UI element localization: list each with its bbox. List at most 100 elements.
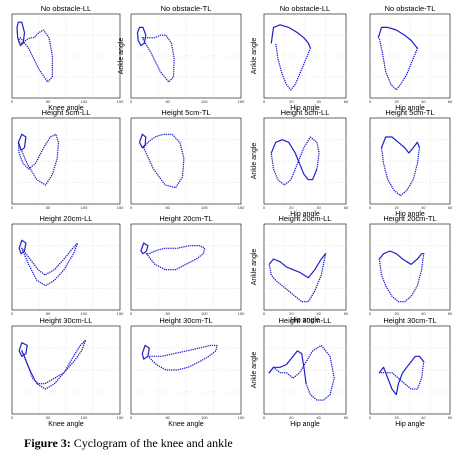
- x-axis-label: Hip angle: [290, 105, 320, 112]
- x-axis-label: Hip angle: [290, 317, 320, 324]
- x-tick-label: 0: [130, 205, 133, 210]
- cyclogram-trace-dotted: [142, 133, 185, 189]
- panel-title: Height 20cm-TL: [383, 214, 436, 223]
- x-tick-label: 60: [344, 311, 349, 316]
- x-tick-label: 0: [263, 205, 266, 210]
- x-tick-label: 20: [394, 99, 399, 104]
- x-tick-label: 40: [316, 415, 321, 420]
- x-tick-label: 50: [165, 415, 170, 420]
- panel-title: Height 30cm-LL: [279, 316, 332, 325]
- y-axis-label: Ankle angle: [251, 249, 258, 286]
- x-tick-label: 50: [46, 311, 51, 316]
- x-tick-label: 150: [238, 205, 245, 210]
- cyclogram-trace-dotted: [268, 344, 335, 401]
- cyclogram-trace-dotted: [268, 252, 327, 303]
- cyclogram-panel: Height 5cm-TL 0 50 100 150: [130, 108, 245, 210]
- cyclogram-trace-dotted: [21, 339, 87, 390]
- plot-frame: [369, 223, 451, 311]
- x-tick-label: 150: [117, 99, 124, 104]
- figure-caption: Figure 3: Cyclogram of the knee and ankl…: [24, 436, 233, 451]
- x-tick-label: 60: [448, 415, 453, 420]
- x-tick-label: 0: [11, 205, 14, 210]
- x-tick-label: 60: [448, 99, 453, 104]
- x-tick-label: 40: [421, 311, 426, 316]
- cyclogram-panel: No obstacle-LL Knee angle 0 50 100 150: [11, 4, 124, 112]
- cyclogram-trace-dotted: [380, 146, 421, 197]
- panel-title: No obstacle-LL: [41, 4, 91, 13]
- x-tick-label: 50: [46, 415, 51, 420]
- cyclogram-trace-dotted: [378, 361, 425, 390]
- x-tick-label: 100: [81, 205, 88, 210]
- cyclogram-trace-dotted: [147, 344, 218, 371]
- x-tick-label: 50: [165, 311, 170, 316]
- panel-title: Height 20cm-TL: [159, 214, 212, 223]
- y-axis-label: Ankle angle: [251, 38, 258, 75]
- x-tick-label: 20: [289, 205, 294, 210]
- caption-label: Figure 3:: [24, 436, 71, 450]
- cyclogram-trace-dotted: [270, 136, 320, 186]
- x-tick-label: 150: [238, 99, 245, 104]
- x-tick-label: 50: [46, 205, 51, 210]
- x-tick-label: 0: [369, 205, 372, 210]
- x-tick-label: 40: [421, 99, 426, 104]
- cyclogram-panel: Height 5cm-LL 0 50 100 150: [11, 108, 124, 210]
- panel-title: Height 30cm-TL: [159, 316, 212, 325]
- x-tick-label: 100: [201, 415, 208, 420]
- panel-title: No obstacle-TL: [385, 4, 436, 13]
- x-tick-label: 150: [238, 311, 245, 316]
- x-tick-label: 0: [263, 99, 266, 104]
- x-tick-label: 100: [81, 311, 88, 316]
- x-tick-label: 60: [448, 311, 453, 316]
- cyclogram-trace-solid: [270, 24, 311, 49]
- x-tick-label: 0: [11, 99, 14, 104]
- x-tick-label: 20: [289, 415, 294, 420]
- x-tick-label: 100: [81, 415, 88, 420]
- x-axis-label: Knee angle: [48, 105, 84, 112]
- x-axis-label: Knee angle: [168, 421, 204, 428]
- cyclogram-trace-solid: [380, 136, 421, 154]
- cyclogram-panel: No obstacle-TL Ankle angle 0 50 100 150: [118, 4, 245, 104]
- x-tick-label: 40: [316, 205, 321, 210]
- cyclogram-trace-solid: [136, 26, 147, 47]
- cyclogram-trace-dotted: [17, 29, 54, 83]
- x-axis-label: Knee angle: [48, 421, 84, 428]
- cyclogram-panel: Height 30cm-TL Knee angle 0 50 100 150: [130, 316, 245, 428]
- x-axis-label: Hip angle: [395, 211, 425, 218]
- panel-title: Height 20cm-LL: [40, 214, 93, 223]
- x-tick-label: 40: [316, 99, 321, 104]
- y-axis-label: Ankle angle: [251, 352, 258, 389]
- y-axis-label: Ankle angle: [118, 38, 125, 75]
- cyclogram-trace-solid: [378, 355, 425, 396]
- cyclogram-panel: Height 20cm-LL 0 50 100 150: [11, 214, 124, 316]
- panel-title: No obstacle-TL: [161, 4, 212, 13]
- x-tick-label: 50: [46, 99, 51, 104]
- x-tick-label: 0: [369, 311, 372, 316]
- cyclogram-trace-solid: [17, 133, 27, 151]
- x-tick-label: 20: [289, 311, 294, 316]
- cyclogram-trace-solid: [270, 139, 318, 181]
- x-tick-label: 20: [394, 415, 399, 420]
- cyclogram-trace-solid: [377, 26, 418, 49]
- x-tick-label: 0: [130, 311, 133, 316]
- cyclogram-trace-solid: [16, 21, 26, 47]
- panel-title: Height 5cm-TL: [161, 108, 210, 117]
- plot-frame: [369, 117, 451, 205]
- cyclogram-trace-dotted: [21, 242, 79, 287]
- x-tick-label: 150: [238, 415, 245, 420]
- x-tick-label: 20: [289, 99, 294, 104]
- x-tick-label: 150: [117, 311, 124, 316]
- x-tick-label: 150: [117, 205, 124, 210]
- x-tick-label: 100: [201, 311, 208, 316]
- cyclogram-trace-dotted: [17, 133, 60, 186]
- x-tick-label: 50: [165, 99, 170, 104]
- cyclogram-trace-dotted: [275, 42, 312, 91]
- x-tick-label: 40: [316, 311, 321, 316]
- cyclogram-trace-solid: [140, 242, 149, 255]
- cyclogram-trace-solid: [138, 133, 147, 149]
- plot-frame: [11, 117, 121, 205]
- x-tick-label: 50: [165, 205, 170, 210]
- panel-title: Height 5cm-LL: [42, 108, 91, 117]
- x-tick-label: 150: [117, 415, 124, 420]
